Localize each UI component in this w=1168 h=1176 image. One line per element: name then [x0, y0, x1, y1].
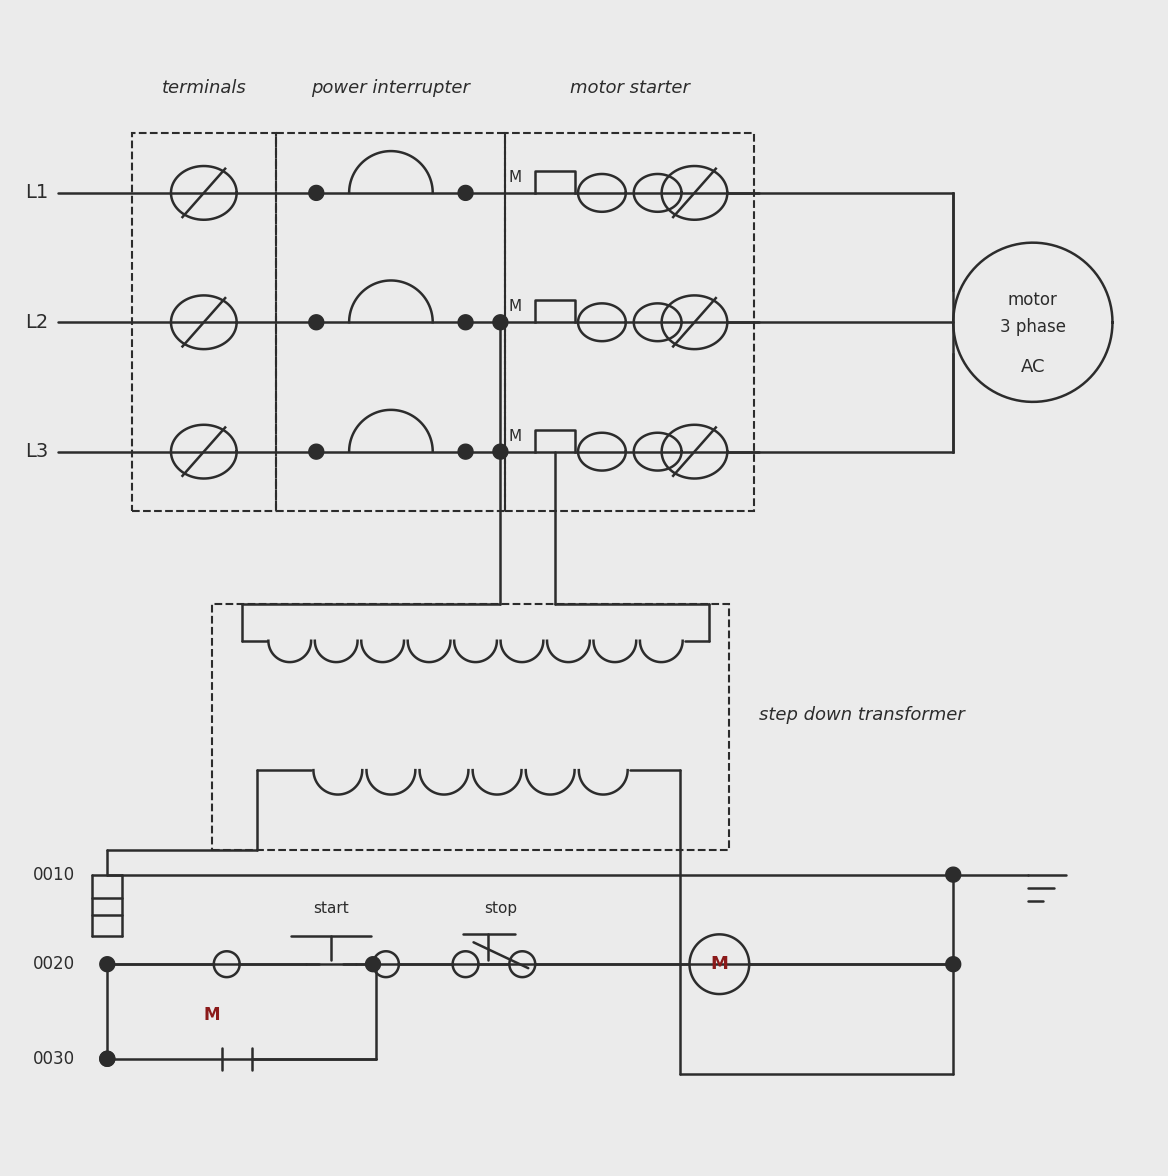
Polygon shape [946, 867, 961, 882]
Text: start: start [313, 902, 349, 916]
Polygon shape [366, 957, 381, 971]
Text: M: M [710, 955, 729, 974]
Bar [211, 604, 729, 850]
Polygon shape [946, 957, 961, 971]
Text: L2: L2 [25, 313, 48, 332]
Text: motor starter: motor starter [570, 80, 690, 98]
Text: 0010: 0010 [33, 866, 75, 883]
Text: M: M [203, 1005, 220, 1024]
Polygon shape [458, 186, 473, 200]
Polygon shape [458, 445, 473, 459]
Polygon shape [458, 315, 473, 329]
Bar [506, 133, 755, 512]
Text: M: M [508, 429, 521, 443]
Bar [277, 133, 506, 512]
Text: M: M [508, 300, 521, 314]
Text: AC: AC [1021, 358, 1045, 376]
Polygon shape [99, 1051, 114, 1067]
Text: stop: stop [484, 902, 517, 916]
Text: step down transformer: step down transformer [759, 707, 965, 724]
Text: terminals: terminals [161, 80, 246, 98]
Text: 3 phase: 3 phase [1000, 319, 1066, 336]
Text: 0020: 0020 [33, 955, 75, 974]
Polygon shape [493, 445, 508, 459]
Bar [132, 133, 277, 512]
Polygon shape [308, 445, 324, 459]
Polygon shape [99, 1051, 114, 1067]
Text: motor: motor [1008, 292, 1058, 309]
Polygon shape [493, 315, 508, 329]
Text: L1: L1 [25, 183, 48, 202]
Text: 0030: 0030 [33, 1050, 75, 1068]
Text: M: M [508, 169, 521, 185]
Text: power interrupter: power interrupter [312, 80, 471, 98]
Polygon shape [308, 186, 324, 200]
Polygon shape [99, 957, 114, 971]
Text: L3: L3 [25, 442, 48, 461]
Polygon shape [308, 315, 324, 329]
